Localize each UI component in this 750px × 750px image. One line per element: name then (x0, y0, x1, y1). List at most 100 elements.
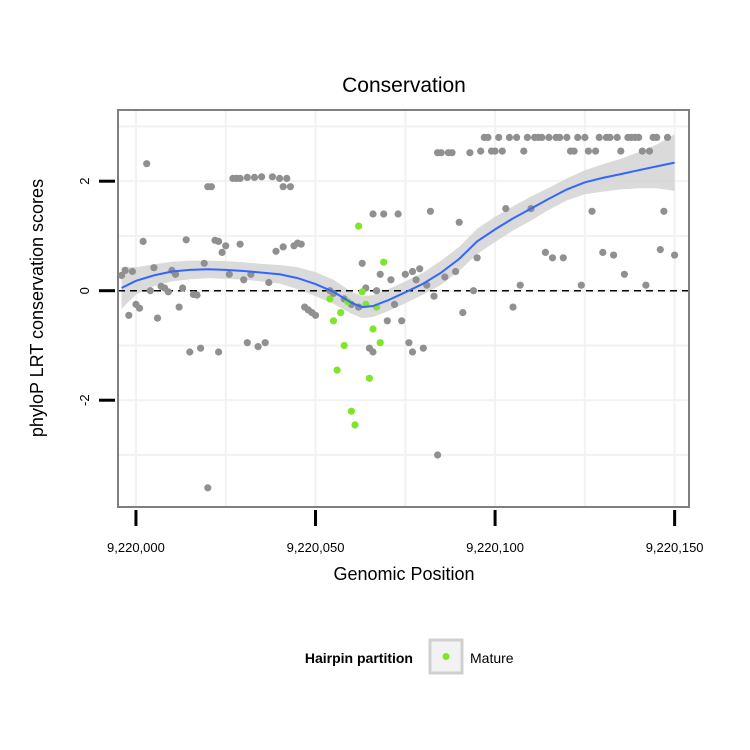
point-mature (365, 374, 373, 382)
point-other (150, 264, 158, 272)
smooth-fit-line (121, 161, 675, 309)
point-other (408, 348, 417, 356)
point-other (250, 173, 259, 181)
point-other (258, 173, 266, 181)
point-other (121, 266, 129, 274)
point-other (272, 247, 280, 255)
point-other (556, 133, 564, 141)
y-tick-label: 2 (77, 178, 92, 185)
point-other (617, 147, 625, 155)
point-other (452, 267, 460, 276)
point-other (408, 267, 417, 276)
point-other (588, 207, 596, 215)
point-other (193, 291, 201, 299)
point-other (215, 348, 223, 356)
point-other (434, 451, 442, 459)
point-other (186, 348, 194, 356)
point-other (459, 309, 467, 317)
point-mature (376, 339, 384, 347)
y-axis: -2 0 2 (77, 178, 115, 406)
point-other (592, 147, 600, 155)
point-other (135, 304, 144, 312)
point-other (387, 276, 395, 284)
point-mature (380, 258, 388, 266)
point-other (441, 273, 449, 281)
point-other (261, 339, 269, 347)
point-other (502, 205, 510, 213)
point-other (495, 133, 503, 141)
point-other (204, 484, 212, 492)
point-other (419, 344, 427, 352)
point-other (656, 246, 664, 254)
legend-key-mature (442, 653, 450, 660)
point-other (426, 207, 434, 215)
point-other (412, 276, 420, 284)
point-other (509, 303, 517, 311)
point-other (369, 210, 377, 218)
point-mature (329, 317, 338, 325)
point-other (200, 259, 208, 267)
point-other (563, 133, 571, 141)
point-other (520, 147, 528, 155)
point-other (448, 149, 456, 157)
point-other (243, 173, 251, 181)
point-other (125, 311, 133, 319)
point-other (620, 270, 629, 278)
point-mature (337, 309, 345, 317)
point-other (279, 243, 287, 251)
point-other (143, 160, 151, 168)
point-other (401, 270, 409, 278)
point-other (236, 174, 244, 182)
point-other (164, 288, 172, 296)
point-other (283, 174, 291, 182)
point-other (265, 278, 273, 287)
x-tick-label: 9,220,000 (107, 540, 165, 555)
point-other (430, 292, 438, 300)
x-tick-label: 9,220,050 (287, 540, 345, 555)
point-other (279, 183, 287, 191)
point-other (376, 270, 384, 278)
point-other (369, 348, 377, 356)
point-other (613, 133, 621, 141)
point-other (548, 254, 557, 262)
point-other (236, 240, 244, 248)
point-mature (358, 288, 366, 296)
point-other (538, 133, 546, 141)
point-other (380, 210, 388, 218)
y-tick-label: 0 (77, 287, 92, 294)
point-other (243, 339, 251, 347)
point-other (477, 147, 485, 155)
point-other (559, 254, 567, 262)
point-other (610, 251, 618, 259)
point-other (311, 311, 320, 319)
point-other (373, 287, 381, 295)
point-other (139, 237, 147, 245)
point-other (383, 317, 391, 325)
point-other (437, 149, 445, 157)
legend: Hairpin partition Mature (305, 638, 514, 675)
point-mature (347, 407, 355, 415)
y-tick-label: -2 (77, 394, 92, 406)
point-other (635, 133, 643, 141)
point-other (541, 248, 550, 256)
point-mature (333, 366, 341, 374)
point-other (390, 300, 399, 308)
point-other (146, 287, 154, 295)
point-other (671, 251, 679, 259)
point-other (469, 287, 478, 295)
point-other (171, 270, 180, 278)
point-other (175, 303, 183, 311)
point-other (215, 237, 223, 245)
point-other (574, 133, 582, 141)
point-mature (340, 341, 348, 350)
point-other (581, 133, 589, 141)
point-other (222, 242, 230, 250)
point-mature (351, 421, 359, 429)
point-other (182, 236, 190, 244)
point-other (606, 133, 614, 141)
point-other (570, 147, 578, 155)
point-other (505, 133, 513, 141)
point-other (240, 276, 248, 284)
x-axis: 9,220,000 9,220,050 9,220,100 9,220,150 (107, 510, 704, 555)
